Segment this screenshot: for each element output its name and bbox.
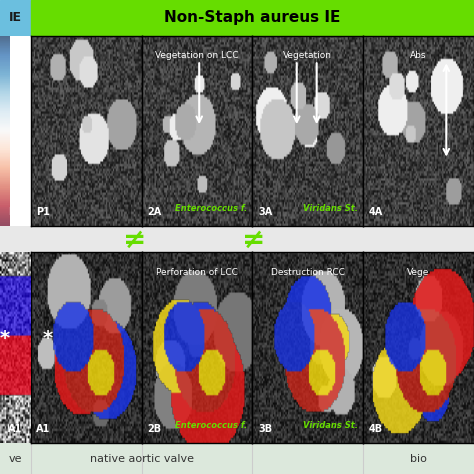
Text: *: * [42,329,53,348]
Bar [0,0,31,36]
Text: ≠: ≠ [123,225,147,254]
Text: Non-Staph aureus IE: Non-Staph aureus IE [164,10,341,25]
Text: Viridans St.: Viridans St. [303,421,358,430]
Text: Perforation of LCC: Perforation of LCC [156,268,238,277]
Text: IE: IE [9,11,22,24]
Text: *: * [0,329,9,348]
Text: 3B: 3B [258,424,272,434]
Text: bio: bio [410,454,427,464]
Text: P1: P1 [9,207,22,217]
Text: Viridans St.: Viridans St. [303,204,358,213]
Text: 3A: 3A [258,207,272,217]
Text: Vegetation: Vegetation [283,51,332,60]
Text: Enterococcus f.: Enterococcus f. [175,204,247,213]
Text: A1: A1 [8,424,23,434]
Text: Abs: Abs [410,51,427,60]
Text: Enterococcus f.: Enterococcus f. [175,421,247,430]
Text: Vegetation on LCC: Vegetation on LCC [155,51,239,60]
Text: 4B: 4B [369,424,383,434]
Text: 4A: 4A [369,207,383,217]
Text: Destruction RCC: Destruction RCC [271,268,345,277]
Text: 2A: 2A [147,207,162,217]
Text: P1: P1 [36,207,50,217]
Text: 2B: 2B [147,424,161,434]
Text: native aortic valve: native aortic valve [90,454,193,464]
Text: A1: A1 [36,424,51,434]
Text: ve: ve [9,454,22,464]
Text: ≠: ≠ [242,225,265,254]
Text: Vege: Vege [408,268,430,277]
